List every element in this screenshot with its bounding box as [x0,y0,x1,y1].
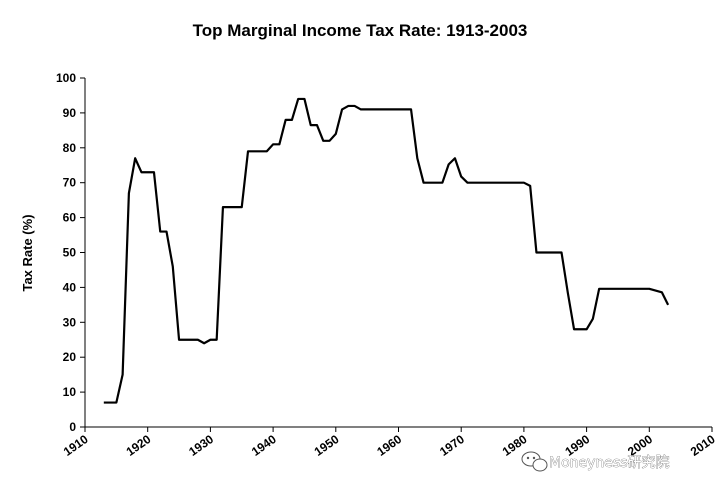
y-tick-label: 20 [63,350,77,364]
x-tick-label: 1910 [61,432,91,459]
y-tick-label: 90 [63,106,77,120]
y-tick-label: 30 [63,315,77,329]
series-line [103,97,670,404]
watermark: Moneyness研究院 [521,451,670,472]
x-tick-label: 1930 [186,432,216,459]
x-tick-label: 1970 [437,432,467,459]
x-tick-label: 1960 [374,432,404,459]
y-tick-label: 100 [56,71,76,85]
y-tick-label: 50 [63,246,77,260]
y-axis-label: Tax Rate (%) [20,214,35,291]
y-tick-label: 70 [63,176,77,190]
y-tick-label: 60 [63,211,77,225]
y-tick-label: 0 [69,420,76,434]
x-tick-label: 1940 [249,432,279,459]
chart-title: Top Marginal Income Tax Rate: 1913-2003 [193,21,528,40]
y-tick-label: 80 [63,141,77,155]
watermark-text: Moneyness研究院 [549,455,670,471]
x-tick-label: 1920 [124,432,154,459]
x-tick-label: 2010 [688,432,718,459]
x-axis: 1910 1920 1930 1940 1950 1960 1970 1980 1990 2000… [61,427,718,459]
x-tick-label: 1950 [312,432,342,459]
y-axis: 0 10 20 30 40 50 60 70 80 90 100 [56,71,85,434]
wechat-icon [521,451,548,472]
y-tick-label: 10 [63,385,77,399]
series-group [103,97,670,404]
y-tick-label: 40 [63,280,77,294]
